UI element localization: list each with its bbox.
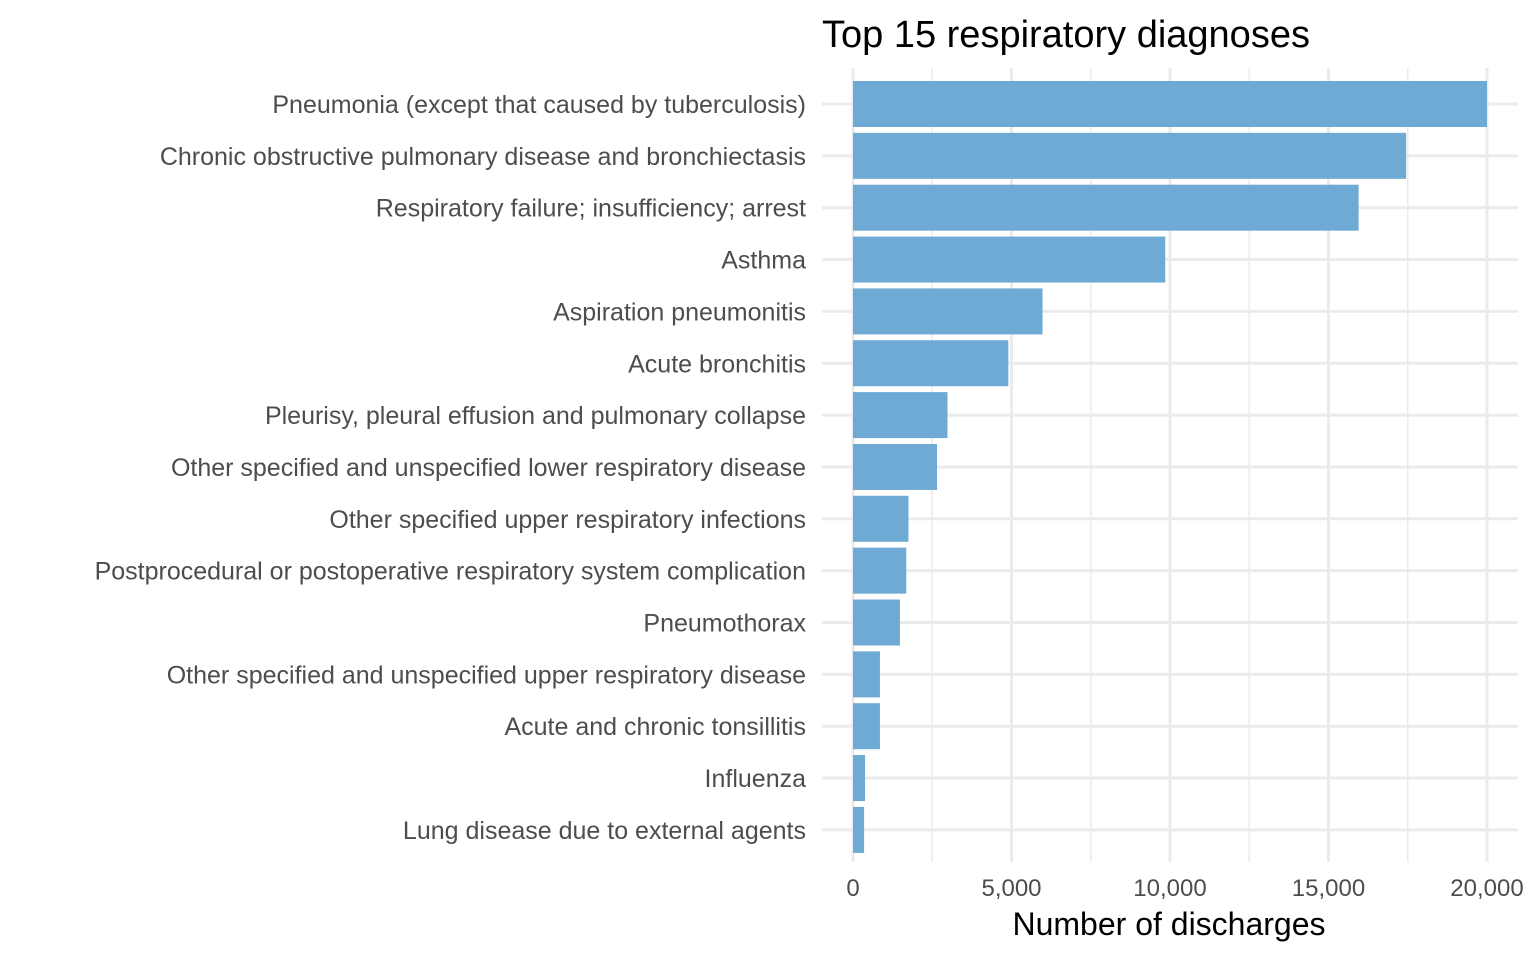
x-tick-label: 5,000 <box>981 875 1041 902</box>
x-axis-title: Number of discharges <box>1012 906 1325 942</box>
category-label: Pneumonia (except that caused by tubercu… <box>272 91 806 119</box>
bar <box>853 132 1407 179</box>
bar <box>853 495 909 542</box>
category-label: Other specified and unspecified upper re… <box>167 661 806 689</box>
category-label: Pleurisy, pleural effusion and pulmonary… <box>265 402 806 430</box>
bar <box>853 703 880 750</box>
bar <box>853 184 1359 231</box>
category-label: Asthma <box>721 247 806 275</box>
bar <box>853 651 880 698</box>
category-label: Other specified upper respiratory infect… <box>329 506 806 534</box>
category-label: Aspiration pneumonitis <box>553 298 806 326</box>
bar <box>853 443 938 490</box>
category-label: Acute bronchitis <box>628 350 806 378</box>
category-labels: Pneumonia (except that caused by tubercu… <box>95 91 807 845</box>
category-label: Postprocedural or postoperative respirat… <box>95 558 806 586</box>
category-label: Influenza <box>705 765 807 793</box>
bar <box>853 81 1487 127</box>
x-tick-label: 10,000 <box>1133 875 1206 902</box>
x-tick-label: 15,000 <box>1292 875 1365 902</box>
bar <box>853 340 1009 387</box>
bar <box>853 599 900 646</box>
bar <box>853 236 1166 283</box>
bar <box>853 547 907 594</box>
bar <box>853 392 948 439</box>
category-label: Lung disease due to external agents <box>403 817 806 845</box>
category-label: Chronic obstructive pulmonary disease an… <box>160 143 806 171</box>
category-label: Acute and chronic tonsillitis <box>504 713 806 741</box>
category-label: Pneumothorax <box>643 610 806 638</box>
bar-layer <box>853 81 1487 853</box>
bar <box>853 755 866 802</box>
bar <box>853 806 865 853</box>
x-tick-label: 0 <box>846 875 859 902</box>
chart-title: Top 15 respiratory diagnoses <box>822 14 1310 56</box>
category-label: Respiratory failure; insufficiency; arre… <box>376 195 806 223</box>
bar <box>853 288 1043 335</box>
x-tick-label: 20,000 <box>1450 875 1523 902</box>
category-label: Other specified and unspecified lower re… <box>171 454 806 482</box>
x-tick-labels: 0 5,000 10,000 15,000 20,000 <box>846 875 1523 902</box>
